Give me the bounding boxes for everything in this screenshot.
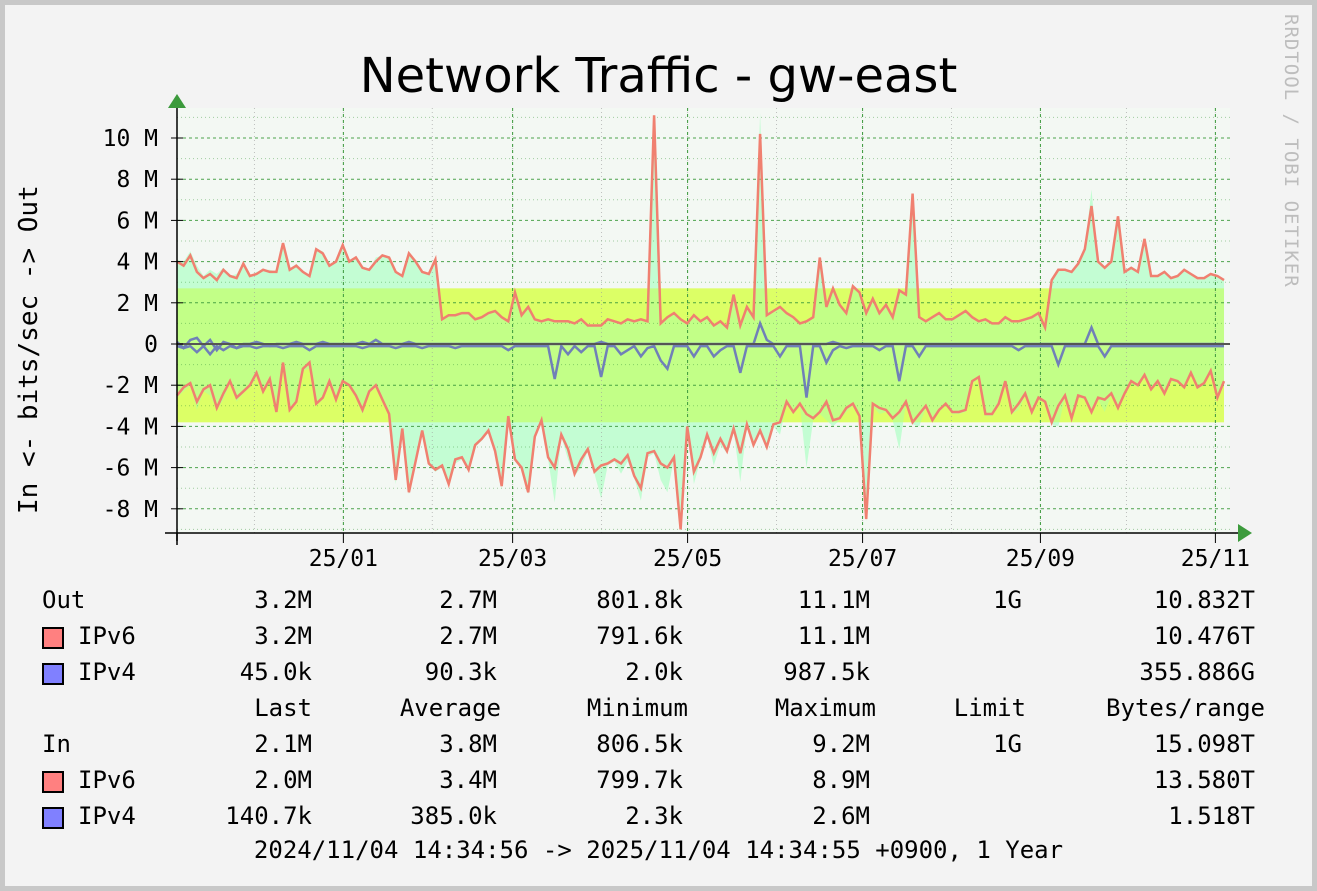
y-tick-label: -8 M [103,497,158,523]
legend-value: 806.5k [596,730,683,758]
ipv6-swatch [42,627,64,649]
legend-value: 791.6k [596,622,683,650]
legend-series-name: IPv6 [78,766,136,794]
legend-value: 987.5k [783,658,870,686]
legend-in-ipv4-row: IPv4 140.7k 385.0k 2.3k 2.6M 1.518T [0,798,1317,834]
y-tick-label: 6 M [116,208,158,234]
legend-value: 1G [993,586,1022,614]
y-tick-label: -4 M [103,414,158,440]
legend-header: Minimum [586,694,688,722]
legend-value: 13.580T [1153,766,1255,794]
legend-value: 10.832T [1153,586,1255,614]
legend-value: 140.7k [225,802,312,830]
legend-in-label: In [42,730,71,758]
y-tick-label: 8 M [116,167,158,193]
legend-out-label: Out [42,586,86,614]
legend-value: 11.1M [797,586,870,614]
legend-value: 3.4M [439,766,497,794]
legend-value: 1.518T [1168,802,1255,830]
legend-value: 1G [993,730,1022,758]
x-tick-label: 25/07 [828,546,897,572]
legend-value: 2.1M [254,730,312,758]
legend-in-ipv6-row: IPv6 2.0M 3.4M 799.7k 8.9M 13.580T [0,762,1317,798]
legend-table: Out 3.2M 2.7M 801.8k 11.1M 1G 10.832T IP… [0,582,1317,852]
legend-series-name: IPv6 [78,622,136,650]
ipv6-in-line [176,359,1226,530]
in-band-overlay [177,344,1224,423]
legend-in-total-row: In 2.1M 3.8M 806.5k 9.2M 1G 15.098T [0,726,1317,762]
legend-series-name: IPv4 [78,802,136,830]
legend-value: 355.886G [1139,658,1255,686]
ipv4-in-line [176,343,1224,398]
y-tick-label: 0 [144,332,158,358]
legend-value: 9.2M [812,730,870,758]
legend-out-ipv4-row: IPv4 45.0k 90.3k 2.0k 987.5k 355.886G [0,654,1317,690]
y-tick-label: -2 M [103,373,158,399]
legend-value: 2.6M [812,802,870,830]
time-range-caption: 2024/11/04 14:34:56 -> 2025/11/04 14:34:… [253,836,1064,864]
y-tick-label: 2 M [116,291,158,317]
legend-out-ipv6-row: IPv6 3.2M 2.7M 791.6k 11.1M 10.476T [0,618,1317,654]
x-tick-label: 25/05 [653,546,722,572]
y-tick-label: 10 M [103,126,158,152]
rrdtool-watermark: RRDTOOL / TOBI OETIKER [1280,14,1302,288]
legend-value: 3.2M [254,622,312,650]
x-tick-label: 25/01 [309,546,378,572]
y-axis-arrow [168,94,186,108]
legend-value: 90.3k [424,658,497,686]
y-tick-label: 4 M [116,250,158,276]
legend-value: 801.8k [596,586,683,614]
chart-title: Network Traffic - gw-east [359,48,958,104]
legend-value: 15.098T [1153,730,1255,758]
ipv6-out-line [176,115,1225,332]
ipv6-swatch [42,771,64,793]
legend-value: 10.476T [1153,622,1255,650]
legend-header: Last [254,694,312,722]
legend-value: 45.0k [239,658,312,686]
x-tick-label: 25/11 [1181,546,1250,572]
legend-value: 2.0M [254,766,312,794]
out-band-overlay [177,288,1224,344]
legend-header: Average [399,694,501,722]
x-axis-arrow [1238,524,1252,542]
legend-header-row: Last Average Minimum Maximum Limit Bytes… [0,690,1317,726]
legend-out-total-row: Out 3.2M 2.7M 801.8k 11.1M 1G 10.832T [0,582,1317,618]
legend-header: Maximum [774,694,876,722]
legend-value: 8.9M [812,766,870,794]
legend-value: 2.7M [439,586,497,614]
legend-value: 3.8M [439,730,497,758]
legend-header: Bytes/range [1106,694,1265,722]
ipv4-swatch [42,663,64,685]
legend-value: 385.0k [410,802,497,830]
legend-value: 2.0k [625,658,683,686]
legend-value: 11.1M [797,622,870,650]
legend-value: 2.7M [439,622,497,650]
legend-header: Limit [953,694,1026,722]
legend-value: 2.3k [625,802,683,830]
x-tick-label: 25/09 [1006,546,1075,572]
x-tick-label: 25/03 [478,546,547,572]
legend-value: 799.7k [596,766,683,794]
legend-value: 3.2M [254,586,312,614]
y-tick-label: -6 M [103,456,158,482]
ipv4-swatch [42,807,64,829]
legend-series-name: IPv4 [78,658,136,686]
